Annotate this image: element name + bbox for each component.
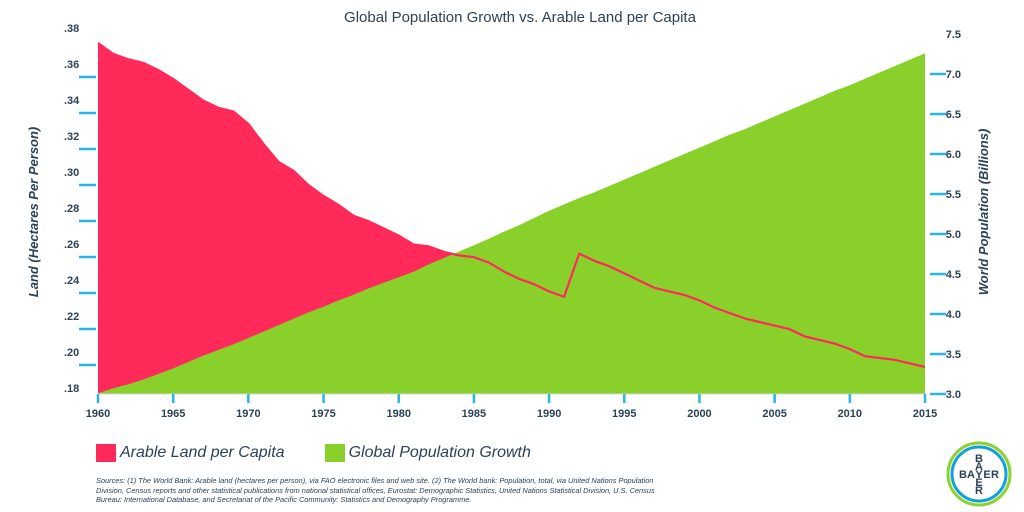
sources-note: Sources: (1) The World Bank: Arable land… — [96, 476, 655, 505]
x-tick-label: 1965 — [161, 408, 185, 420]
x-tick-label: 2010 — [838, 408, 862, 420]
logo-letter: Y — [975, 469, 983, 481]
left-tick-label: .32 — [64, 131, 79, 143]
right-tick-label: 7.5 — [946, 29, 961, 41]
x-tick-label: 2015 — [913, 408, 937, 420]
left-tick-label: .38 — [64, 23, 79, 35]
right-tick-label: 5.5 — [946, 189, 961, 201]
right-axis-title: World Population (Billions) — [976, 129, 991, 296]
legend-item-arable-land: Arable Land per Capita — [96, 444, 285, 462]
x-tick-label: 1975 — [311, 408, 335, 420]
x-tick-label: 1985 — [462, 408, 486, 420]
x-tick-label: 2000 — [687, 408, 711, 420]
logo-letter: R — [975, 485, 983, 497]
left-tick-label: .28 — [64, 203, 79, 215]
logo-letter: A — [967, 469, 975, 481]
logo-letter: E — [975, 477, 982, 489]
right-tick-label: 4.5 — [946, 269, 961, 281]
x-tick-label: 2005 — [762, 408, 786, 420]
x-axis: 1960 1965 1970 1975 1980 1985 1990 1995 2000 2005… — [86, 393, 937, 420]
legend-item-population: Global Population Growth — [324, 444, 531, 462]
left-tick-label: .36 — [64, 59, 79, 71]
x-tick-label: 1990 — [537, 408, 561, 420]
left-tick-label: .34 — [64, 95, 80, 107]
right-tick-label: 6.0 — [946, 149, 961, 161]
chart: Global Population Growth vs. Arable Land… — [26, 9, 991, 420]
left-axis-title: Land (Hectares Per Person) — [26, 127, 41, 298]
x-tick-label: 1960 — [86, 408, 110, 420]
left-tick-label: .22 — [64, 311, 79, 323]
left-tick-label: .30 — [64, 167, 79, 179]
left-y-axis: .18 .20 .22 .24 .26 .28 .30 .32 .34 .36 .38 — [64, 23, 96, 395]
right-tick-label: 3.0 — [946, 389, 961, 401]
right-tick-label: 7.0 — [946, 69, 961, 81]
series-arable-land-area — [98, 43, 925, 394]
series-arable-land-line — [97, 42, 926, 369]
right-tick-label: 3.5 — [946, 349, 961, 361]
x-tick-label: 1995 — [612, 408, 636, 420]
right-tick-label: 6.5 — [946, 109, 961, 121]
legend-label-population: Global Population Growth — [348, 444, 531, 461]
legend-swatch-population — [324, 444, 345, 462]
left-tick-label: .20 — [64, 347, 79, 359]
logo-letter: B — [975, 453, 983, 465]
plot-area — [97, 42, 926, 394]
logo-letter: B — [959, 469, 967, 481]
x-tick-label: 1970 — [236, 408, 260, 420]
logo-letter: R — [991, 469, 999, 481]
left-tick-label: .18 — [64, 383, 79, 395]
legend-swatch-arable-land — [96, 444, 116, 462]
logo-letter: A — [975, 461, 983, 473]
right-y-axis: 3.0 3.5 4.0 4.5 5.0 5.5 6.0 6.5 7.0 7.5 — [930, 29, 961, 401]
logo-letter: E — [983, 469, 990, 481]
x-tick-label: 1980 — [386, 408, 410, 420]
left-tick-label: .24 — [64, 275, 80, 287]
right-tick-label: 4.0 — [946, 309, 961, 321]
right-tick-label: 5.0 — [946, 229, 961, 241]
left-tick-label: .26 — [64, 239, 79, 251]
chart-title: Global Population Growth vs. Arable Land… — [344, 9, 697, 26]
legend-label-arable-land: Arable Land per Capita — [120, 444, 285, 461]
legend: Arable Land per Capita Global Population… — [96, 444, 571, 462]
